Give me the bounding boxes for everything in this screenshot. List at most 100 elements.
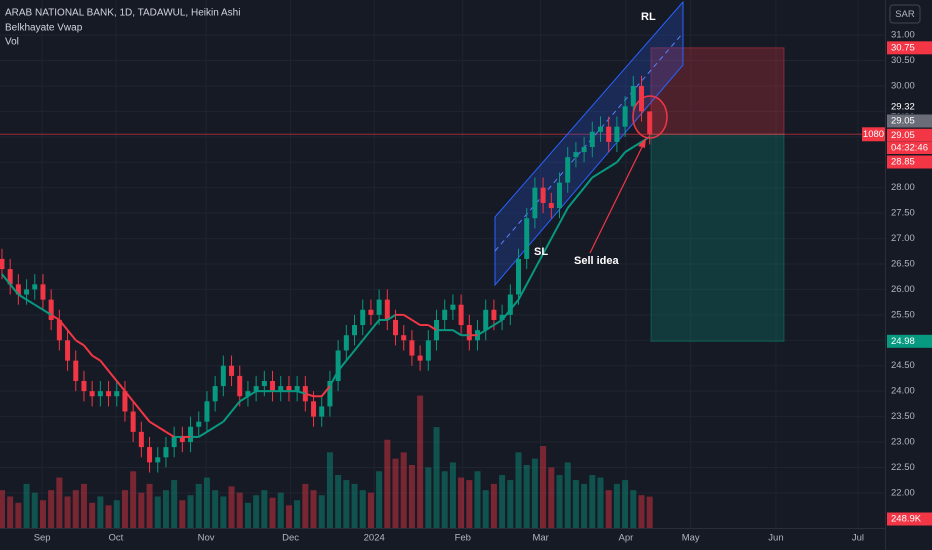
volume-bar: [376, 471, 383, 528]
stop-zone: [650, 47, 785, 135]
volume-bar: [540, 446, 547, 528]
volume-bar: [564, 462, 571, 528]
volume-bar: [556, 475, 563, 528]
vwap-segment: [296, 390, 306, 395]
vwap-segment: [476, 329, 487, 337]
vwap-segment: [542, 238, 553, 255]
candle-body: [261, 380, 267, 387]
vwap-segment: [517, 283, 528, 301]
candle-body: [524, 218, 530, 259]
candle-body: [425, 340, 431, 361]
candle-body: [56, 319, 62, 341]
volume-bar: [359, 490, 366, 528]
target-zone: [650, 133, 785, 342]
y-tick-label: 30.00: [891, 80, 915, 91]
volume-bar: [302, 483, 309, 528]
volume-bar: [72, 490, 79, 528]
volume-bar: [236, 492, 243, 528]
stop-label: 30.75: [891, 42, 915, 53]
vwap-segment: [329, 370, 340, 387]
volume-bar: [39, 500, 46, 528]
y-tick-label: 31.00: [891, 30, 915, 41]
volume-bar: [417, 395, 424, 528]
vwap-segment: [485, 324, 495, 331]
volume-label: 248.9K: [891, 514, 922, 525]
candle-body: [319, 406, 325, 417]
candle-body: [73, 360, 79, 381]
vwap-segment: [361, 329, 372, 341]
low-label-box: [887, 155, 932, 169]
currency-box[interactable]: [889, 4, 921, 24]
candle-body: [122, 391, 128, 412]
candle-body: [352, 325, 358, 336]
volume-bar: [285, 505, 292, 528]
vwap-segment: [206, 425, 216, 433]
vwap-segment: [99, 360, 110, 372]
volume-bar: [441, 471, 448, 528]
volume-bar: [269, 497, 276, 528]
volume-bar: [146, 483, 153, 528]
vwap-segment: [75, 339, 85, 347]
grid: [0, 0, 885, 528]
candle-body: [229, 365, 235, 376]
volume-bar: [548, 467, 555, 528]
volume-bar: [154, 496, 161, 528]
candle-body: [32, 284, 38, 290]
volume-bar: [367, 492, 374, 528]
vwap-segment: [632, 141, 643, 148]
vwap-segment: [337, 360, 348, 372]
candle-body: [155, 457, 161, 463]
volume-bar: [277, 492, 284, 528]
candle-body: [278, 386, 284, 392]
candle-body: [196, 421, 202, 427]
y-tick-label: 26.50: [891, 259, 915, 270]
volume-bar: [458, 477, 465, 528]
volume-bar: [244, 502, 251, 528]
volume-bar: [23, 483, 30, 528]
volume-bar: [474, 471, 481, 528]
candle-body: [458, 304, 464, 326]
volume-bar: [425, 467, 432, 528]
volume-bar: [220, 496, 227, 528]
x-tick-label: Sep: [34, 533, 51, 544]
volume-bar: [351, 483, 358, 528]
volume-bar: [400, 452, 407, 528]
candle-body: [532, 187, 538, 219]
candle-body: [130, 411, 136, 432]
volume-bar: [597, 477, 604, 528]
candle-body: [270, 380, 276, 392]
volume-bar: [7, 496, 14, 528]
candle-body: [286, 386, 292, 392]
candle-body: [220, 365, 226, 387]
volume-bar: [195, 483, 202, 528]
volume-bar: [294, 500, 301, 528]
volume-bar: [64, 496, 71, 528]
highlight-circle: [632, 95, 668, 139]
vwap-segment: [198, 431, 208, 438]
vwap-segment: [9, 283, 20, 296]
vwap-segment: [566, 197, 577, 209]
price-pane: [0, 75, 653, 473]
candle-body: [40, 284, 46, 300]
vwap-segment: [583, 176, 594, 189]
candle-body: [491, 309, 497, 320]
vwap-segment: [83, 344, 93, 357]
volume-bar: [622, 480, 629, 528]
volume-bar: [515, 452, 522, 528]
vwap-segment: [452, 329, 462, 337]
candle-body: [507, 294, 513, 315]
candle-body: [237, 375, 243, 397]
volume-bar: [572, 480, 579, 528]
countdown-box: [887, 142, 932, 154]
candle-body: [327, 380, 333, 407]
volume-bar: [384, 439, 391, 528]
candle-body: [606, 126, 612, 142]
volume-bar: [638, 495, 645, 528]
vwap-segment: [115, 380, 126, 392]
candle-body: [581, 147, 587, 153]
volume-bar: [121, 490, 128, 528]
parallel-channel: [494, 0, 684, 287]
countdown: 04:32:46: [891, 143, 928, 154]
vwap-segment: [34, 303, 44, 311]
candle-body: [65, 340, 71, 361]
